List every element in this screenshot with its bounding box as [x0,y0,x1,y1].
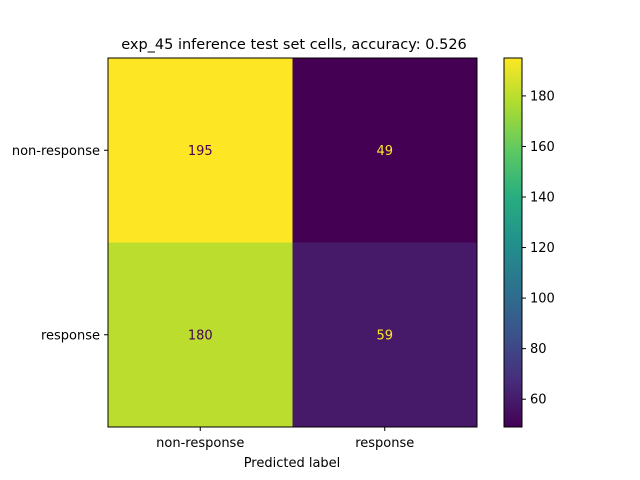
colorbar-tick-label: 140 [530,191,555,206]
x-axis-label: Predicted label [244,456,341,471]
heatmap-cell-non-response-response [292,58,478,243]
cell-value-labels: 195 49 180 59 [188,144,393,344]
y-tick-label: non-response [12,144,100,159]
heatmap-cell-response-response [292,242,478,428]
plot-frame [107,57,478,428]
cell-value-label: 180 [188,328,213,343]
x-tick-label: response [355,436,414,451]
heatmap-cells [108,58,478,428]
colorbar [504,58,522,427]
colorbar-tick-label: 180 [530,89,555,104]
x-axis-ticks: non-response response [156,427,414,451]
colorbar-ticks: 60 80 100 120 140 160 180 [522,89,555,408]
cell-value-label: 59 [376,328,393,343]
cell-value-label: 195 [188,144,213,159]
heatmap-cell-non-response-non-response [108,58,293,243]
chart-title: exp_45 inference test set cells, accurac… [121,37,467,53]
x-tick-label: non-response [156,436,244,451]
colorbar-tick-label: 80 [530,342,547,357]
y-axis-ticks: non-response response [12,144,108,343]
y-tick-label: response [41,328,100,343]
heatmap-cell-response-non-response [108,242,293,428]
colorbar-frame [503,57,523,428]
cell-value-label: 49 [376,144,393,159]
colorbar-tick-label: 160 [530,140,555,155]
colorbar-tick-label: 120 [530,241,555,256]
colorbar-tick-label: 60 [530,393,547,408]
colorbar-tick-label: 100 [530,292,555,307]
